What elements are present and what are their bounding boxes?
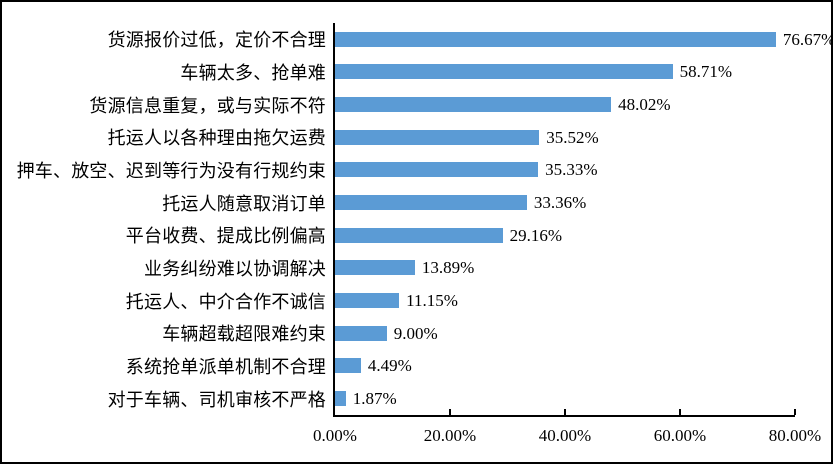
- bar-row: 76.67%: [335, 23, 831, 56]
- value-label: 11.15%: [406, 291, 458, 311]
- bar: [335, 358, 361, 374]
- x-tick-label: 0.00%: [313, 426, 357, 445]
- bar-row: 11.15%: [335, 284, 795, 317]
- value-label: 4.49%: [367, 356, 412, 376]
- bar: [335, 162, 539, 178]
- bar-row: 29.16%: [335, 219, 795, 252]
- x-tick-label: 20.00%: [423, 426, 477, 445]
- bar: [335, 64, 673, 80]
- plot-area: 76.67% 58.71% 48.02% 35.52% 35.33% 33.36% 29.1…: [333, 23, 831, 417]
- x-axis-tick: [449, 409, 451, 415]
- value-label: 76.67%: [782, 29, 833, 49]
- bar-row: 13.89%: [335, 252, 795, 285]
- bar-row: 35.52%: [335, 121, 795, 154]
- category-label: 托运人以各种理由拖欠运费: [107, 128, 326, 149]
- bar: [335, 260, 415, 276]
- bar-row: 48.02%: [335, 88, 795, 121]
- bar: [335, 31, 776, 47]
- x-axis-tick: [564, 409, 566, 415]
- value-label: 1.87%: [352, 389, 397, 409]
- bar-row: 1.87%: [335, 382, 795, 415]
- bar: [335, 129, 540, 145]
- x-tick-label: 80.00%: [768, 426, 822, 445]
- category-label: 货源报价过低，定价不合理: [107, 30, 326, 51]
- bar: [335, 325, 387, 341]
- bar-row: 33.36%: [335, 186, 795, 219]
- x-axis-tick-labels: 0.00% 20.00% 40.00% 60.00% 80.00%: [2, 426, 831, 450]
- bar-row: 35.33%: [335, 154, 795, 187]
- category-axis-labels: 货源报价过低，定价不合理车辆太多、抢单难货源信息重复，或与实际不符托运人以各种理…: [2, 23, 326, 415]
- bar: [335, 227, 503, 243]
- category-label: 车辆超载超限难约束: [162, 324, 326, 345]
- x-tick-label: 60.00%: [653, 426, 707, 445]
- category-label: 平台收费、提成比例偏高: [125, 226, 326, 247]
- category-label: 系统抢单派单机制不合理: [125, 357, 326, 378]
- category-label: 车辆太多、抢单难: [180, 63, 326, 83]
- bar: [335, 293, 400, 309]
- bar: [335, 195, 527, 211]
- bar-row: 9.00%: [335, 317, 795, 350]
- x-axis-tick: [679, 409, 681, 415]
- category-label: 业务纠纷难以协调解决: [144, 259, 326, 280]
- bar-row: 58.71%: [335, 56, 795, 89]
- value-label: 9.00%: [393, 323, 438, 343]
- category-label: 货源信息重复，或与实际不符: [89, 95, 326, 116]
- x-axis-tick: [794, 409, 796, 415]
- value-label: 35.33%: [545, 160, 598, 180]
- value-label: 33.36%: [533, 193, 587, 213]
- value-label: 35.52%: [546, 127, 599, 147]
- category-label: 押车、放空、迟到等行为没有行规约束: [16, 161, 326, 182]
- value-label: 29.16%: [509, 225, 563, 245]
- bar: [335, 97, 612, 113]
- value-label: 13.89%: [421, 258, 475, 278]
- x-tick-label: 40.00%: [538, 426, 592, 445]
- value-label: 58.71%: [679, 62, 732, 82]
- value-label: 48.02%: [618, 95, 671, 115]
- category-label: 托运人随意取消订单: [162, 193, 326, 214]
- bar: [335, 391, 346, 407]
- category-label: 托运人、中介合作不诚信: [125, 291, 326, 312]
- bar-row: 4.49%: [335, 350, 795, 383]
- category-label: 对于车辆、司机审核不严格: [107, 389, 326, 410]
